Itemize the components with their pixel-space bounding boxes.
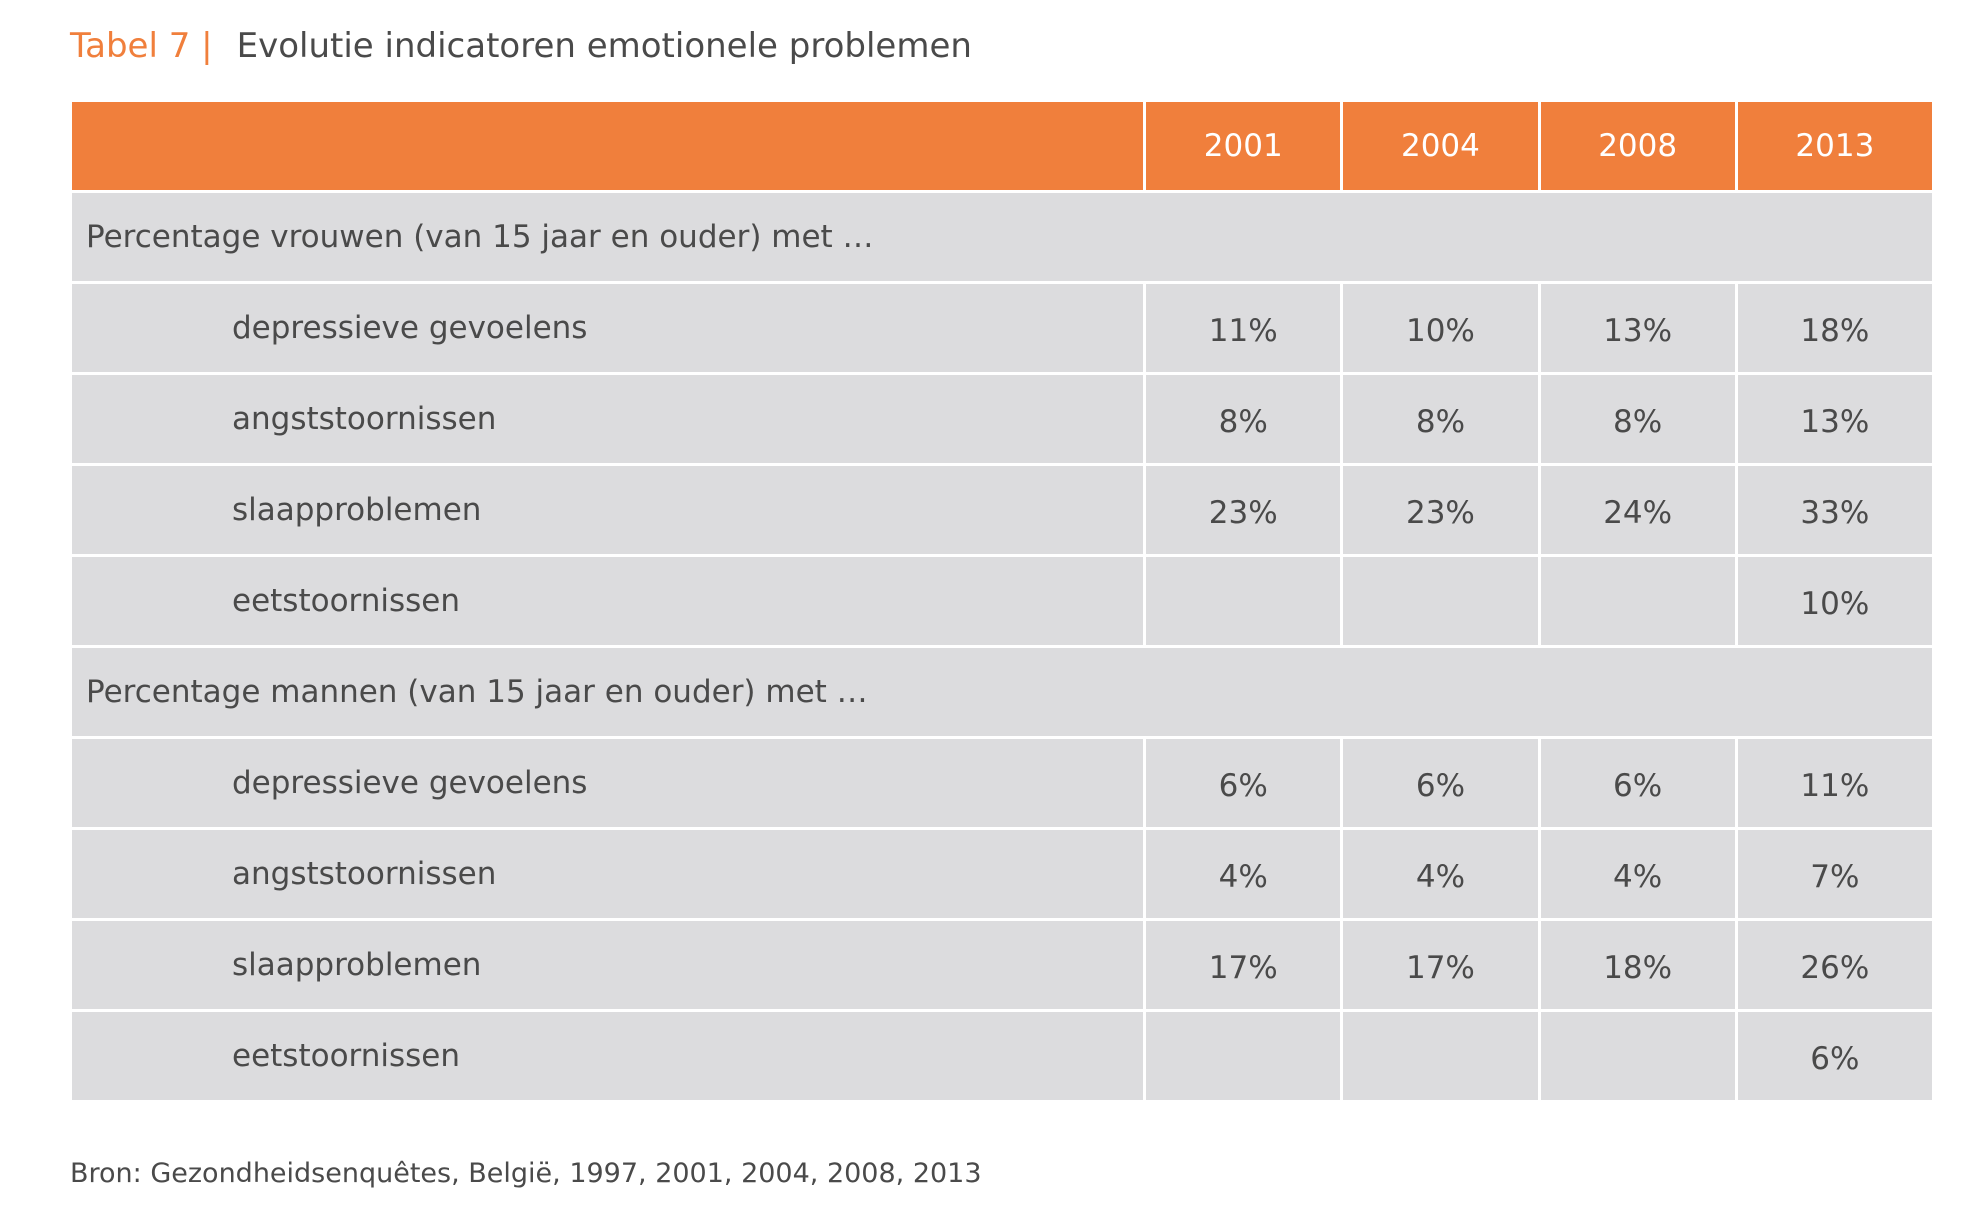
group-label: Percentage mannen (van 15 jaar en ouder)…: [72, 648, 1932, 739]
value-cell: 4%: [1537, 830, 1735, 921]
value-cell: 10%: [1734, 557, 1932, 648]
value-cell: 23%: [1143, 466, 1341, 557]
value-cell: 4%: [1143, 830, 1341, 921]
value-cell: 6%: [1143, 739, 1341, 830]
value-cell: 8%: [1143, 375, 1341, 466]
value-cell: 17%: [1143, 921, 1341, 1012]
indicator-name: angststoornissen: [72, 375, 1144, 466]
source-note: Bron: Gezondheidsenquêtes, België, 1997,…: [70, 1158, 982, 1189]
value-cell: [1143, 1012, 1341, 1103]
value-cell: 6%: [1734, 1012, 1932, 1103]
value-cell: 18%: [1734, 284, 1932, 375]
table-row: slaapproblemen 17% 17% 18% 26%: [72, 921, 1932, 1012]
table-title: Evolutie indicatoren emotionele probleme…: [236, 26, 972, 66]
indicator-name: angststoornissen: [72, 830, 1144, 921]
value-cell: 6%: [1537, 739, 1735, 830]
header-year: 2004: [1340, 102, 1538, 193]
header-row: 2001 2004 2008 2013: [72, 102, 1932, 193]
value-cell: 11%: [1143, 284, 1341, 375]
value-cell: [1537, 557, 1735, 648]
group-row-vrouwen: Percentage vrouwen (van 15 jaar en ouder…: [72, 193, 1932, 284]
table-row: slaapproblemen 23% 23% 24% 33%: [72, 466, 1932, 557]
group-label: Percentage vrouwen (van 15 jaar en ouder…: [72, 193, 1932, 284]
indicator-name: eetstoornissen: [72, 1012, 1144, 1103]
value-cell: 6%: [1340, 739, 1538, 830]
header-year: 2008: [1537, 102, 1735, 193]
table-number: Tabel 7 |: [70, 26, 213, 66]
indicator-name: slaapproblemen: [72, 921, 1144, 1012]
table-row: depressieve gevoelens 6% 6% 6% 11%: [72, 739, 1932, 830]
header-year: 2013: [1734, 102, 1932, 193]
value-cell: 8%: [1340, 375, 1538, 466]
indicator-name: depressieve gevoelens: [72, 739, 1144, 830]
value-cell: 13%: [1734, 375, 1932, 466]
table-row: eetstoornissen 10%: [72, 557, 1932, 648]
table-caption: Tabel 7 | Evolutie indicatoren emotionele…: [70, 26, 972, 66]
table-row: eetstoornissen 6%: [72, 1012, 1932, 1103]
indicator-table: 2001 2004 2008 2013 Percentage vrouwen (…: [72, 102, 1932, 1103]
value-cell: 4%: [1340, 830, 1538, 921]
value-cell: 8%: [1537, 375, 1735, 466]
value-cell: 17%: [1340, 921, 1538, 1012]
indicator-name: depressieve gevoelens: [72, 284, 1144, 375]
value-cell: 10%: [1340, 284, 1538, 375]
value-cell: [1340, 557, 1538, 648]
value-cell: 24%: [1537, 466, 1735, 557]
group-row-mannen: Percentage mannen (van 15 jaar en ouder)…: [72, 648, 1932, 739]
value-cell: 23%: [1340, 466, 1538, 557]
indicator-name: slaapproblemen: [72, 466, 1144, 557]
header-blank-cell: [72, 102, 1144, 193]
header-year: 2001: [1143, 102, 1341, 193]
value-cell: 11%: [1734, 739, 1932, 830]
value-cell: [1340, 1012, 1538, 1103]
value-cell: 18%: [1537, 921, 1735, 1012]
table-row: angststoornissen 4% 4% 4% 7%: [72, 830, 1932, 921]
value-cell: [1537, 1012, 1735, 1103]
table-row: depressieve gevoelens 11% 10% 13% 18%: [72, 284, 1932, 375]
table-row: angststoornissen 8% 8% 8% 13%: [72, 375, 1932, 466]
value-cell: [1143, 557, 1341, 648]
indicator-name: eetstoornissen: [72, 557, 1144, 648]
value-cell: 7%: [1734, 830, 1932, 921]
value-cell: 33%: [1734, 466, 1932, 557]
value-cell: 13%: [1537, 284, 1735, 375]
value-cell: 26%: [1734, 921, 1932, 1012]
